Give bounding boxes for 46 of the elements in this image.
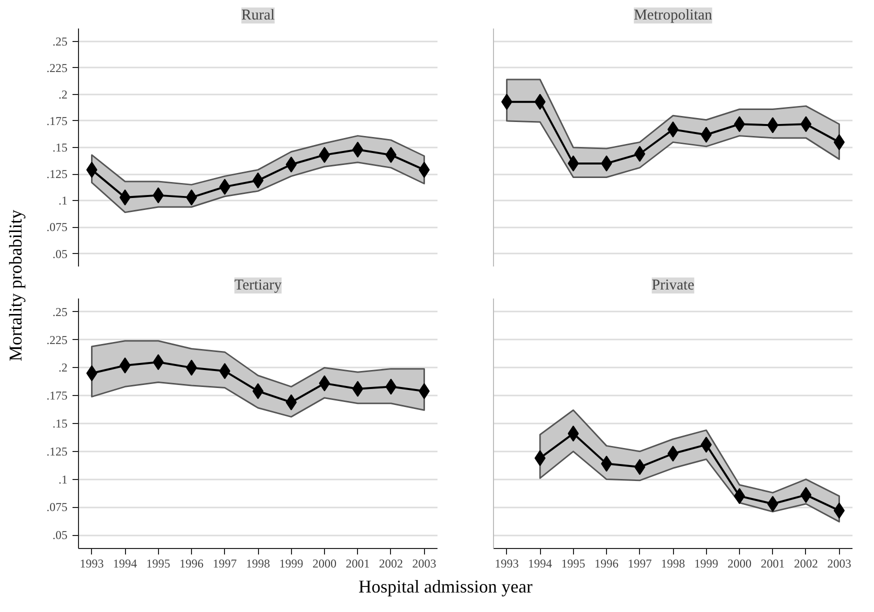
y-tick-label: .125 [46,444,68,458]
x-tick-label: 1997 [628,556,652,570]
chart-title: Tertiary [234,278,282,294]
y-tick-label: .2 [58,87,68,102]
y-tick-label: .1 [58,472,68,486]
y-tick-label: .225 [46,332,68,347]
x-axis-title: Hospital admission year [358,576,532,596]
x-tick-label: 2002 [794,556,818,570]
y-tick-label: .075 [46,500,68,514]
x-tick-label: 1996 [180,556,204,570]
x-tick-label: 1999 [694,556,718,570]
x-tick-label: 2001 [760,556,785,570]
y-tick-label: .05 [52,246,68,261]
chart-title: Rural [241,8,275,24]
x-tick-label: 1999 [279,556,304,570]
y-tick-label: .1 [58,194,68,208]
y-tick-label: .2 [58,360,68,375]
y-tick-label: .125 [46,167,68,182]
x-tick-label: 1995 [561,556,586,570]
x-tick-label: 1998 [246,556,270,570]
x-tick-label: 1993 [494,556,519,570]
x-tick-label: 1994 [528,556,552,570]
y-tick-label: .25 [52,34,68,48]
y-tick-label: .15 [52,416,68,430]
y-tick-label: .225 [46,60,68,75]
x-tick-label: 2003 [827,556,852,570]
x-tick-label: 1995 [146,556,170,570]
x-tick-label: 2000 [727,556,752,570]
y-tick-label: .15 [52,140,68,154]
y-axis-title: Mortality probability [6,210,26,362]
y-tick-label: .175 [46,388,68,403]
x-tick-label: 2001 [346,556,370,570]
x-tick-label: 1998 [661,556,685,570]
x-tick-label: 1996 [594,556,619,570]
chart-title: Private [652,278,695,294]
x-tick-label: 2003 [412,556,436,570]
y-tick-label: .25 [52,304,68,319]
y-tick-label: .05 [52,528,68,542]
x-tick-label: 1997 [212,556,237,570]
y-tick-label: .175 [46,114,68,128]
x-tick-label: 1994 [113,556,138,570]
x-tick-label: 1993 [80,556,104,570]
y-tick-label: .075 [46,220,68,234]
chart-title: Metropolitan [634,8,713,24]
x-tick-label: 2002 [378,556,403,570]
x-tick-label: 2000 [312,556,336,570]
